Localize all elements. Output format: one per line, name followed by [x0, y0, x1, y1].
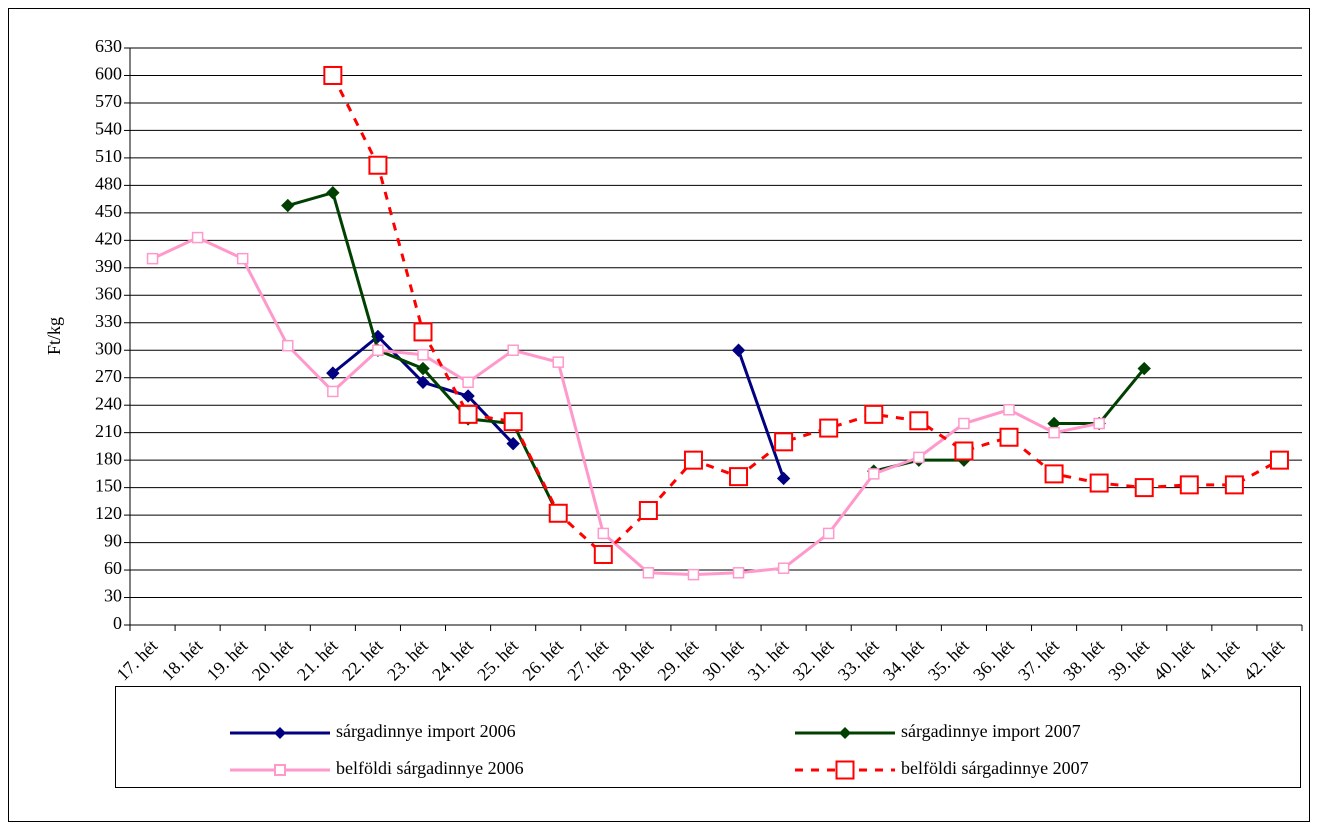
data-point	[417, 349, 429, 361]
data-point	[548, 503, 568, 523]
y-tick-label: 60	[104, 558, 122, 578]
data-point	[909, 411, 929, 431]
y-tick-label: 240	[95, 393, 122, 413]
data-point	[593, 544, 613, 564]
data-point	[729, 467, 749, 487]
data-point	[819, 418, 839, 438]
data-point	[146, 252, 159, 265]
data-point	[458, 404, 478, 424]
data-point	[1224, 475, 1244, 495]
data-point	[461, 389, 475, 403]
data-point	[776, 471, 791, 486]
data-point	[368, 155, 388, 175]
data-point	[507, 344, 519, 356]
y-tick-label: 360	[95, 283, 122, 303]
series-line	[151, 235, 1100, 577]
data-point	[868, 468, 880, 480]
y-tick-label: 540	[95, 119, 122, 139]
legend-box	[115, 686, 1301, 788]
data-point	[1179, 475, 1199, 495]
legend-marker	[274, 764, 286, 776]
data-point	[413, 322, 433, 342]
data-point	[281, 198, 295, 213]
data-point	[687, 568, 700, 581]
y-tick-label: 390	[95, 256, 122, 276]
data-point	[1137, 361, 1151, 376]
data-point	[462, 376, 474, 389]
y-tick-label: 30	[104, 586, 122, 606]
y-tick-label: 0	[113, 613, 122, 633]
data-point	[913, 451, 925, 464]
data-point	[597, 527, 610, 540]
legend-label: sárgadinnye import 2006	[336, 721, 516, 741]
y-tick-label: 450	[95, 201, 122, 221]
data-point	[372, 344, 384, 356]
data-point	[416, 375, 430, 390]
y-tick-label: 150	[95, 476, 122, 496]
series-line	[331, 74, 1281, 557]
legend-marker	[835, 760, 855, 780]
data-point	[282, 339, 294, 352]
y-tick-label: 300	[95, 338, 122, 358]
legend-label: belföldi sárgadinnye 2006	[336, 758, 524, 778]
data-point	[1093, 417, 1105, 430]
data-point	[1134, 478, 1154, 498]
data-point	[999, 427, 1019, 447]
data-point	[731, 343, 746, 357]
data-point	[642, 567, 655, 579]
data-point	[503, 412, 523, 432]
y-tick-label: 270	[95, 366, 122, 386]
data-point	[191, 231, 204, 244]
data-point	[774, 432, 794, 452]
legend-marker	[274, 727, 286, 739]
data-point	[1048, 426, 1060, 439]
data-point	[1269, 450, 1289, 470]
y-axis-label: Ft/kg	[44, 317, 64, 355]
y-tick-label: 90	[104, 531, 122, 551]
data-point	[327, 385, 339, 398]
data-point	[416, 361, 430, 376]
data-point	[822, 527, 835, 540]
y-tick-label: 630	[95, 36, 122, 56]
data-point	[1003, 404, 1015, 416]
data-point	[326, 366, 340, 380]
data-point	[638, 501, 658, 521]
y-tick-label: 330	[95, 311, 122, 331]
data-point	[732, 567, 745, 579]
data-point	[326, 186, 340, 200]
data-point	[864, 404, 884, 424]
y-tick-label: 120	[95, 503, 122, 523]
legend-marker	[839, 727, 851, 739]
data-point	[683, 450, 703, 470]
y-tick-label: 480	[95, 174, 122, 194]
data-point	[954, 441, 974, 461]
y-tick-label: 600	[95, 64, 122, 84]
data-point	[1089, 473, 1109, 493]
legend-label: belföldi sárgadinnye 2007	[901, 758, 1089, 778]
data-point	[958, 417, 970, 430]
y-tick-label: 420	[95, 228, 122, 248]
data-point	[506, 436, 520, 451]
data-point	[323, 65, 343, 85]
y-tick-label: 570	[95, 91, 122, 111]
y-tick-label: 210	[95, 421, 122, 441]
y-tick-label: 510	[95, 146, 122, 166]
legend-label: sárgadinnye import 2007	[901, 721, 1081, 741]
data-point	[236, 252, 249, 265]
data-point	[552, 356, 564, 368]
data-point	[1044, 464, 1064, 484]
y-tick-label: 180	[95, 448, 122, 468]
data-point	[777, 562, 790, 574]
